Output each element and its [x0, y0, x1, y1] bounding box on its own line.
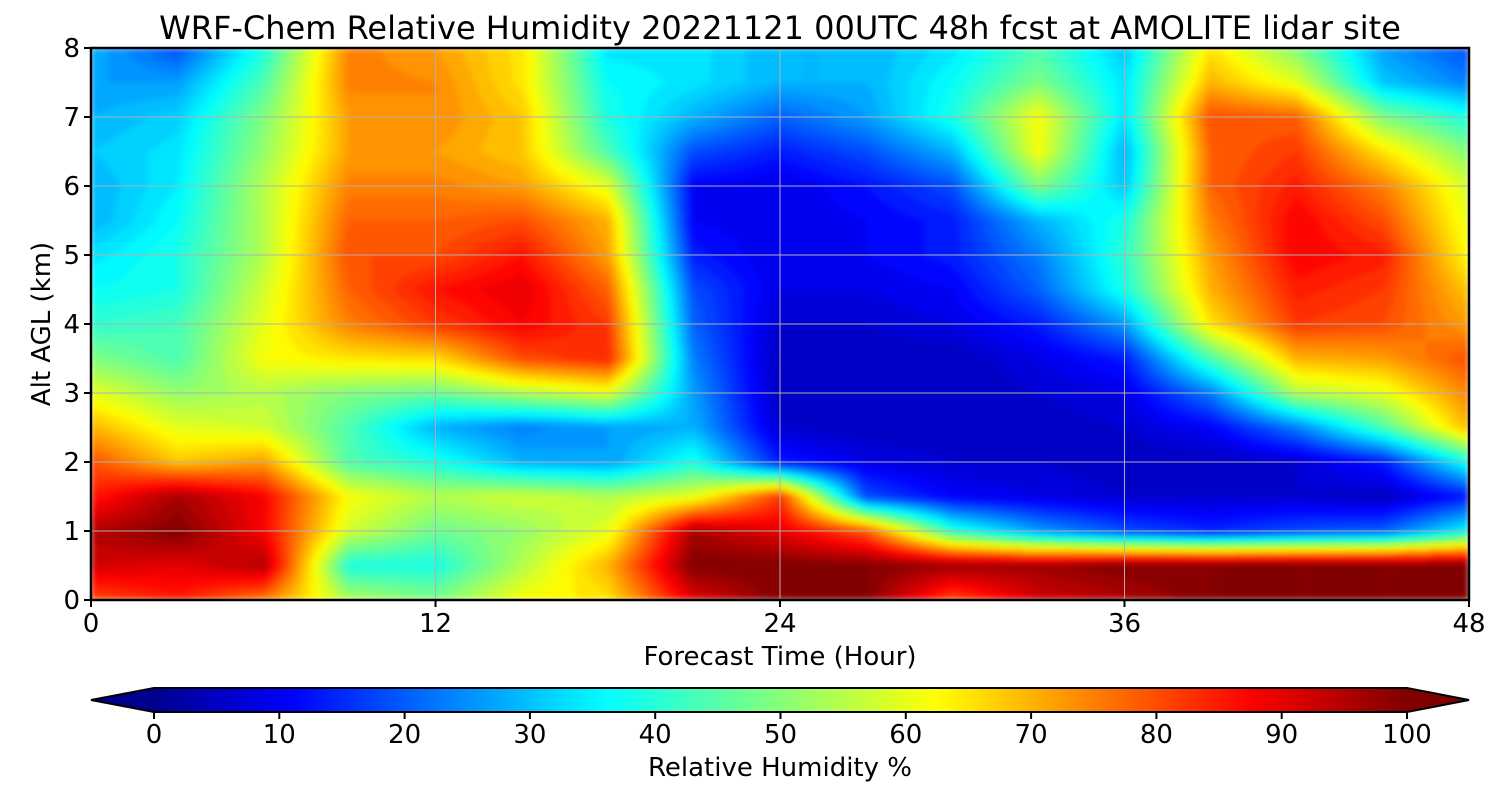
x-tick-label: 12 — [419, 609, 452, 639]
x-tick-label: 24 — [763, 609, 796, 639]
y-tick-label: 8 — [63, 34, 80, 64]
colorbar-tick-label: 30 — [513, 720, 546, 750]
colorbar-body — [154, 688, 1407, 712]
colorbar-tick-label: 80 — [1140, 720, 1173, 750]
x-axis-ticks: 0 12 24 36 48 — [83, 600, 1486, 639]
y-tick-label: 4 — [63, 310, 80, 340]
chart-title: WRF-Chem Relative Humidity 20221121 00UT… — [159, 9, 1401, 47]
x-axis-label: Forecast Time (Hour) — [643, 642, 916, 672]
x-tick-label: 36 — [1108, 609, 1141, 639]
y-tick-label: 0 — [63, 586, 80, 616]
colorbar-tick-label: 60 — [889, 720, 922, 750]
colorbar-tick-label: 90 — [1265, 720, 1298, 750]
y-tick-label: 3 — [63, 379, 80, 409]
colorbar-tick-label: 10 — [263, 720, 296, 750]
colorbar-tick-label: 50 — [764, 720, 797, 750]
y-tick-label: 6 — [63, 172, 80, 202]
y-axis-ticks: 0 1 2 3 4 5 6 7 8 — [63, 34, 91, 616]
colorbar-label: Relative Humidity % — [648, 753, 912, 783]
y-tick-label: 5 — [63, 241, 80, 271]
colorbar-tick-label: 70 — [1015, 720, 1048, 750]
colorbar-tick-label: 100 — [1382, 720, 1432, 750]
y-tick-label: 2 — [63, 448, 80, 478]
colorbar-max-extend — [1407, 688, 1469, 712]
colorbar-tick-label: 0 — [146, 720, 163, 750]
colorbar-min-extend — [91, 688, 154, 712]
y-tick-label: 7 — [63, 103, 80, 133]
colorbar-tick-label: 20 — [388, 720, 421, 750]
colorbar-tick-label: 40 — [639, 720, 672, 750]
y-tick-label: 1 — [63, 517, 80, 547]
colorbar-ticks: 0 10 20 30 40 50 60 70 80 90 100 — [146, 712, 1432, 750]
x-tick-label: 48 — [1452, 609, 1485, 639]
y-axis-label: Alt AGL (km) — [27, 242, 57, 406]
colorbar: 0 10 20 30 40 50 60 70 80 90 100 Relative Humidity… — [90, 687, 1470, 783]
x-tick-label: 0 — [83, 609, 100, 639]
